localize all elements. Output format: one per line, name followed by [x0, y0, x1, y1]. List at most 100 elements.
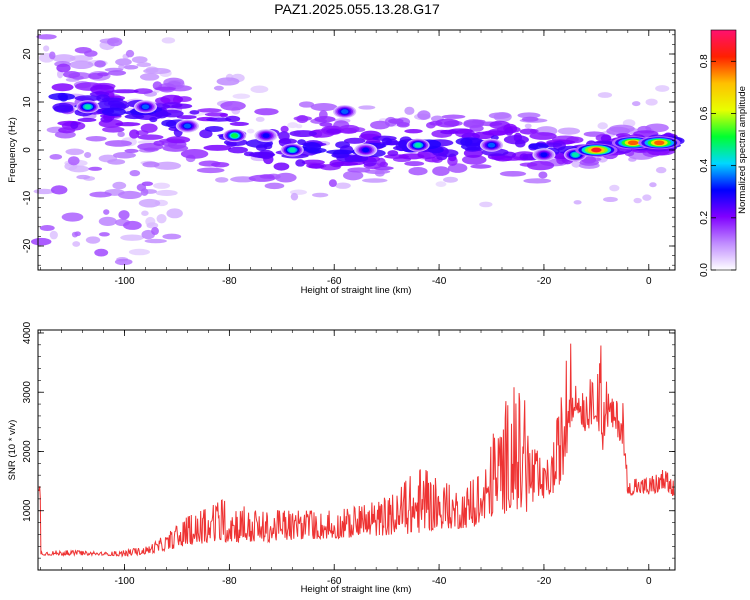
heatmap-cell — [176, 115, 197, 120]
colorbar-gradient — [711, 30, 736, 270]
heatmap-cell — [85, 236, 101, 244]
snr-series-line — [38, 343, 675, 558]
y-tick-label: -10 — [22, 190, 33, 205]
heatmap-cell — [435, 118, 460, 128]
heatmap-peak — [341, 109, 349, 114]
spectrogram-x-axis-label: Height of straight line (km) — [301, 285, 412, 296]
heatmap-cell — [529, 132, 557, 140]
heatmap-cell — [76, 174, 91, 180]
heatmap-cell — [538, 171, 548, 179]
heatmap-cell — [347, 167, 371, 173]
heatmap-cell — [67, 156, 80, 166]
heatmap-cell — [123, 64, 139, 70]
heatmap-cell — [526, 160, 555, 171]
heatmap-peak — [591, 147, 602, 153]
x-tick-label: -60 — [327, 276, 342, 287]
heatmap-cell — [155, 189, 178, 197]
heatmap-cell — [33, 188, 55, 195]
heatmap-cell — [280, 125, 289, 133]
heatmap-cell — [215, 177, 229, 183]
heatmap-cell — [387, 150, 399, 157]
colorbar-tick-label: 0.6 — [699, 106, 710, 120]
heatmap-cell — [102, 126, 125, 133]
heatmap-cell — [77, 117, 97, 123]
heatmap-cell — [100, 116, 113, 123]
x-tick-label: 0 — [646, 276, 652, 287]
heatmap-cell — [129, 169, 141, 177]
heatmap-cell — [74, 95, 102, 102]
heatmap-cell — [136, 62, 152, 68]
heatmap-cell — [488, 112, 511, 120]
heatmap-cell — [123, 220, 142, 230]
heatmap-cell — [112, 151, 136, 159]
heatmap-cell — [149, 116, 158, 123]
x-tick-label: -100 — [114, 576, 134, 587]
heatmap-cell — [117, 190, 142, 200]
heatmap-cell — [162, 233, 182, 240]
heatmap-cell — [479, 201, 493, 208]
heatmap-cell — [94, 248, 109, 257]
heatmap-cell — [443, 176, 458, 183]
heatmap-cell — [631, 101, 641, 107]
heatmap-cell — [206, 117, 232, 122]
heatmap-cell — [295, 159, 306, 167]
y-tick-label: 3000 — [22, 381, 33, 404]
heatmap-cell — [166, 136, 191, 144]
heatmap-cell — [441, 114, 466, 119]
heatmap-cell — [166, 208, 183, 219]
heatmap-cell — [364, 169, 391, 175]
heatmap-cell — [98, 232, 110, 237]
heatmap-cell — [254, 108, 279, 116]
heatmap-cell — [597, 122, 608, 130]
heatmap-cell — [246, 128, 255, 134]
heatmap-cell — [609, 184, 620, 192]
heatmap-cell — [388, 118, 404, 124]
heatmap-peak — [362, 147, 370, 153]
heatmap-cell — [220, 101, 246, 111]
snr-panel: -100 -80 -60 -40 -20 0 1000 2000 3000 4000 Height… — [7, 321, 676, 595]
heatmap-cell — [70, 121, 79, 130]
heatmap-cell — [312, 192, 329, 198]
heatmap-cell — [275, 172, 297, 183]
heatmap-cell — [440, 129, 459, 135]
heatmap-cell — [597, 92, 613, 98]
heatmap-cell — [342, 170, 364, 181]
heatmap-cell — [343, 137, 366, 144]
heatmap-cell — [160, 94, 184, 105]
colorbar-tick-label: 0.4 — [699, 158, 710, 172]
heatmap-cell — [519, 128, 537, 135]
heatmap-peak — [141, 104, 150, 110]
heatmap-cell — [69, 55, 93, 62]
heatmap-cell — [68, 165, 90, 173]
heatmap-cell — [137, 134, 164, 140]
y-tick-label: -20 — [22, 238, 33, 253]
spectrogram-heatmap — [30, 34, 685, 266]
figure-title: PAZ1.2025.055.13.28.G17 — [274, 1, 440, 17]
heatmap-cell — [319, 122, 333, 127]
heatmap-cell — [499, 170, 527, 177]
heatmap-cell — [189, 110, 200, 115]
colorbar-tick-label: 0.2 — [699, 210, 710, 224]
heatmap-peak — [571, 152, 579, 158]
heatmap-cell — [106, 37, 123, 47]
heatmap-cell — [49, 51, 56, 60]
heatmap-cell — [39, 225, 55, 232]
heatmap-cell — [52, 54, 76, 63]
heatmap-cell — [124, 148, 139, 154]
heatmap-cell — [143, 67, 171, 75]
heatmap-cell — [115, 122, 141, 127]
heatmap-cell — [133, 88, 153, 94]
colorbar-frame — [710, 29, 737, 271]
heatmap-cell — [197, 108, 222, 113]
heatmap-peak — [654, 140, 665, 146]
heatmap-cell — [59, 94, 68, 102]
heatmap-cell — [264, 182, 285, 190]
heatmap-cell — [328, 179, 337, 188]
heatmap-cell — [153, 182, 171, 189]
y-tick-label: 20 — [22, 48, 33, 60]
heatmap-cell — [97, 72, 109, 77]
heatmap-cell — [151, 227, 159, 236]
heatmap-cell — [314, 115, 336, 123]
